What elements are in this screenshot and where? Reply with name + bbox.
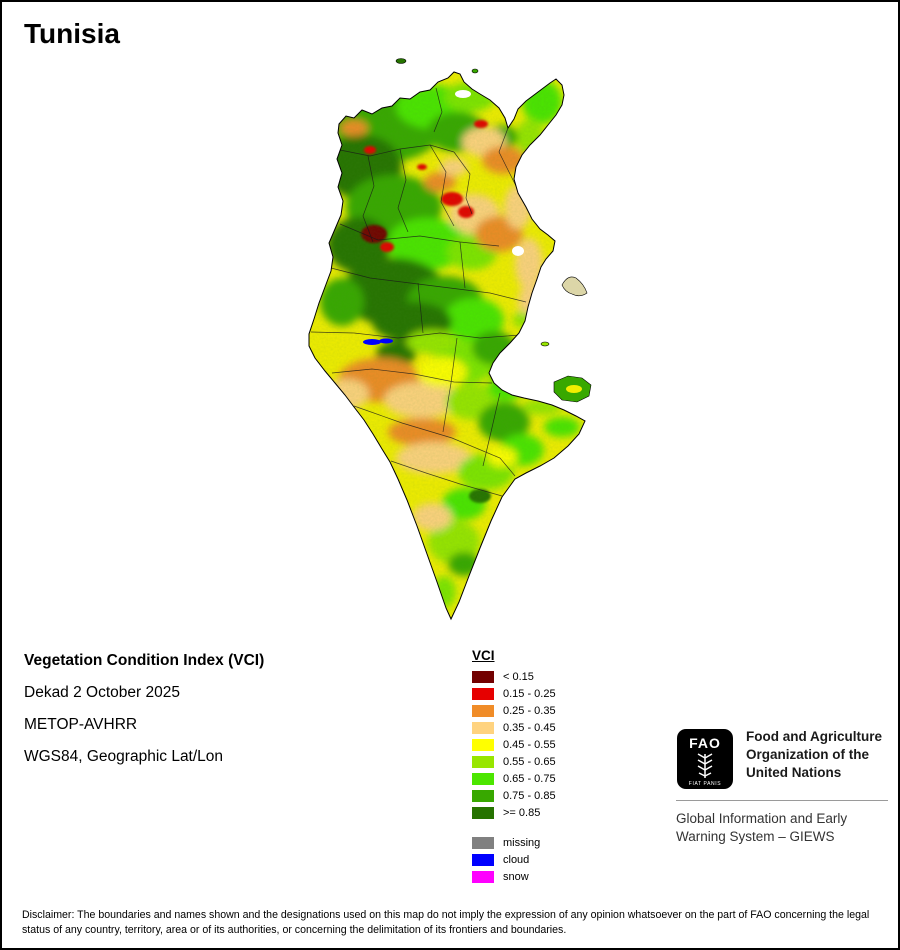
fao-block: FAO FIAT PANIS Food and Agriculture Orga…: [676, 728, 888, 846]
legend-label: 0.35 - 0.45: [503, 722, 556, 734]
legend-row: missing: [472, 837, 556, 849]
cloud-marks: [363, 338, 393, 345]
legend-label: 0.55 - 0.65: [503, 756, 556, 768]
legend-row: 0.65 - 0.75: [472, 773, 556, 785]
legend-label: 0.15 - 0.25: [503, 688, 556, 700]
legend-label: missing: [503, 837, 541, 849]
legend-row: 0.25 - 0.35: [472, 705, 556, 717]
map-landcover: [309, 72, 585, 619]
legend-row: 0.15 - 0.25: [472, 688, 556, 700]
legend-label: cloud: [503, 854, 530, 866]
map-outline: [308, 71, 586, 621]
legend-row: < 0.15: [472, 671, 556, 683]
legend-swatch: [472, 871, 494, 883]
legend-label: 0.45 - 0.55: [503, 739, 556, 751]
fao-divider: [676, 800, 888, 801]
legend-label: 0.75 - 0.85: [503, 790, 556, 802]
legend-label: 0.65 - 0.75: [503, 773, 556, 785]
legend-swatch: [472, 773, 494, 785]
legend-swatch: [472, 837, 494, 849]
legend-row: 0.45 - 0.55: [472, 739, 556, 751]
legend-row: 0.75 - 0.85: [472, 790, 556, 802]
projection-line: WGS84, Geographic Lat/Lon: [24, 748, 224, 765]
legend-row: >= 0.85: [472, 807, 556, 819]
legend-label: 0.25 - 0.35: [503, 705, 556, 717]
legend-label: < 0.15: [503, 671, 534, 683]
legend-swatch: [472, 688, 494, 700]
legend-extra: missing cloud snow: [472, 837, 556, 883]
map-admin-boundaries: [310, 87, 527, 497]
fao-org-name: Food and Agriculture Organization of the…: [746, 729, 882, 780]
fao-motto-text: FIAT PANIS: [689, 781, 721, 787]
vci-info-block: Vegetation Condition Index (VCI) Dekad 2…: [24, 652, 264, 780]
legend-row: cloud: [472, 854, 556, 866]
legend-swatch: [472, 705, 494, 717]
fao-logo-text: FAO: [689, 735, 721, 751]
page-title: Tunisia: [24, 18, 120, 49]
legend-row: 0.55 - 0.65: [472, 756, 556, 768]
legend-row: 0.35 - 0.45: [472, 722, 556, 734]
vci-heading: Vegetation Condition Index (VCI): [24, 652, 265, 669]
disclaimer-text: Disclaimer: The boundaries and names sho…: [22, 909, 870, 936]
legend-label: >= 0.85: [503, 807, 541, 819]
legend: VCI < 0.15 0.15 - 0.25 0.25 - 0.35 0.35 …: [472, 648, 556, 888]
map-islands: [395, 58, 592, 403]
dekad-line: Dekad 2 October 2025: [24, 684, 180, 701]
legend-swatch: [472, 756, 494, 768]
sensor-line: METOP-AVHRR: [24, 716, 138, 733]
legend-label: snow: [503, 871, 529, 883]
legend-swatch: [472, 854, 494, 866]
fao-logo-icon: FAO FIAT PANIS: [677, 729, 733, 789]
legend-swatch: [472, 739, 494, 751]
legend-title: VCI: [472, 648, 495, 663]
legend-swatch: [472, 671, 494, 683]
legend-row: snow: [472, 871, 556, 883]
wheat-ear-icon: [697, 753, 713, 778]
legend-swatch: [472, 790, 494, 802]
legend-swatch: [472, 807, 494, 819]
legend-swatch: [472, 722, 494, 734]
giews-label: Global Information and Early Warning Sys…: [676, 811, 848, 844]
